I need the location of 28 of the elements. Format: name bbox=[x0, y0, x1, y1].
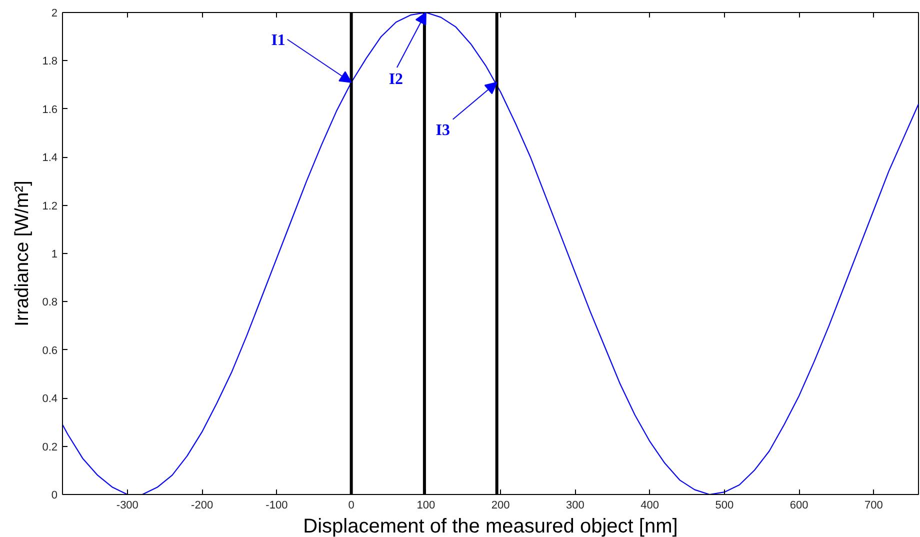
y-tick-label: 0.4 bbox=[42, 393, 58, 406]
x-tick-label: -300 bbox=[116, 500, 138, 512]
y-axis-title: Irradiance [W/m²] bbox=[12, 180, 34, 326]
y-tick-label: 1 bbox=[51, 248, 58, 260]
y-tick-label: 1.4 bbox=[42, 152, 58, 164]
x-tick-label: 100 bbox=[416, 500, 436, 512]
y-tick-label: 0 bbox=[51, 490, 58, 502]
y-tick-label: 0.8 bbox=[42, 296, 58, 309]
x-tick-label: 500 bbox=[715, 500, 734, 512]
annotation: I3 bbox=[436, 122, 450, 139]
line-series bbox=[62, 12, 918, 494]
x-tick-label: -200 bbox=[191, 500, 214, 512]
x-tick-label: 400 bbox=[640, 500, 660, 512]
x-tick-label: 300 bbox=[566, 500, 584, 512]
annotation: I1 bbox=[271, 32, 286, 49]
x-tick-label: 600 bbox=[790, 500, 808, 512]
x-tick-label: 700 bbox=[864, 500, 883, 512]
y-tick-label: 2 bbox=[51, 8, 58, 20]
x-axis-title: Displacement of the measured object [nm] bbox=[303, 516, 678, 537]
x-tick-label: 200 bbox=[491, 500, 510, 512]
y-tick-label: 1.6 bbox=[42, 104, 58, 116]
y-tick-label: 1.2 bbox=[42, 200, 58, 212]
y-tick-label: 0.6 bbox=[42, 344, 58, 357]
x-tick-label: -100 bbox=[266, 500, 288, 512]
y-tick-label: 1.8 bbox=[42, 56, 58, 68]
y-tick-label: 0.2 bbox=[42, 441, 58, 454]
annotation: I2 bbox=[388, 71, 404, 88]
x-tick-label: 0 bbox=[348, 500, 354, 512]
